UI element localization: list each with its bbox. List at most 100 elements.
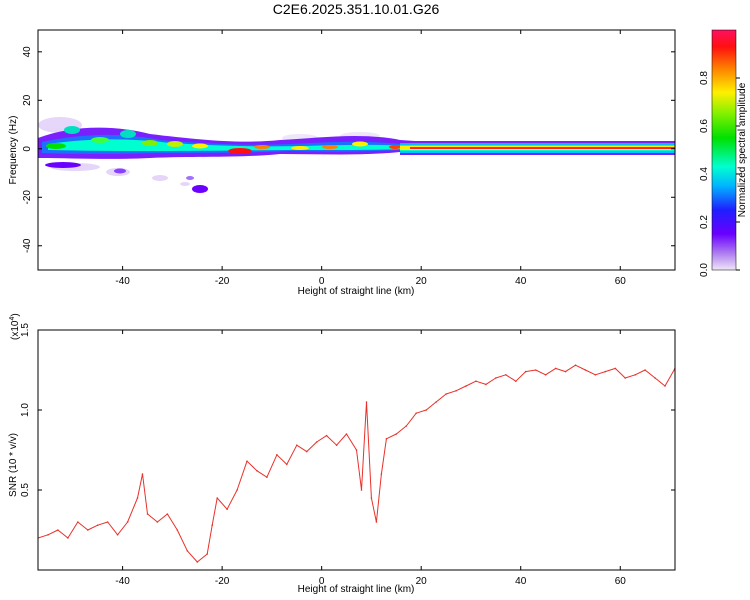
snr-data-point bbox=[644, 369, 646, 371]
snr-data-point bbox=[67, 537, 69, 539]
colorbar-tick-label: 0.4 bbox=[699, 167, 710, 181]
colorbar-tick-label: 0.2 bbox=[699, 215, 710, 229]
snr-data-point bbox=[286, 463, 288, 466]
snr-data-point bbox=[315, 441, 318, 443]
snr-data-point bbox=[296, 444, 298, 447]
snr-xtick-label: 60 bbox=[615, 576, 627, 587]
snr-data-point bbox=[360, 489, 363, 491]
snr-data-point bbox=[246, 460, 248, 463]
snr-scale-note-exp: 4 bbox=[9, 317, 16, 321]
snr-data-point bbox=[216, 497, 218, 499]
snr-data-point bbox=[574, 364, 577, 367]
snr-data-point bbox=[435, 401, 437, 403]
snr-data-point bbox=[136, 497, 139, 499]
snr-xtick-label: 40 bbox=[515, 576, 527, 587]
spectrogram-xtick-label: 0 bbox=[319, 276, 325, 287]
snr-data-point bbox=[355, 449, 358, 451]
snr-data-point bbox=[236, 489, 238, 491]
colorbar-tick-label: 0.6 bbox=[699, 119, 710, 133]
snr-data-point bbox=[465, 385, 467, 387]
snr-data-point bbox=[126, 521, 129, 523]
snr-data-point bbox=[534, 369, 537, 371]
snr-data-point bbox=[634, 374, 636, 376]
snr-ylabel: SNR (10 * v/v) bbox=[8, 433, 19, 497]
snr-xtick-label: 0 bbox=[319, 576, 325, 587]
snr-data-point bbox=[475, 380, 477, 383]
snr-data-point bbox=[425, 409, 428, 411]
spectrogram-xtick-label: 40 bbox=[515, 276, 527, 287]
spectrogram-ytick-label: -20 bbox=[22, 190, 33, 205]
snr-xtick-label: -20 bbox=[215, 576, 230, 587]
spectrogram-frame bbox=[37, 29, 676, 271]
snr-data-point bbox=[141, 473, 144, 475]
snr-data-point bbox=[584, 369, 587, 371]
snr-data-point bbox=[524, 370, 527, 373]
snr-xlabel: Height of straight line (km) bbox=[298, 584, 415, 595]
svg-text:(x104): (x104) bbox=[9, 313, 21, 340]
colorbar-ticks: 0.0 0.2 0.4 0.6 0.8 bbox=[699, 71, 740, 277]
snr-series bbox=[38, 364, 675, 563]
snr-data-point bbox=[96, 524, 99, 526]
snr-data-point bbox=[455, 390, 457, 392]
snr-xtick-label: -40 bbox=[115, 576, 130, 587]
colorbar: 0.0 0.2 0.4 0.6 0.8 Normalized spectral ampl… bbox=[699, 29, 748, 277]
spectrogram-ytick-label: 0 bbox=[22, 146, 33, 152]
colorbar-tick-label: 0.0 bbox=[699, 263, 710, 277]
snr-data-point bbox=[485, 383, 487, 386]
snr-data-point bbox=[544, 374, 547, 376]
snr-data-point bbox=[564, 370, 567, 373]
snr-data-point bbox=[47, 534, 49, 536]
snr-data-point bbox=[385, 438, 388, 440]
snr-ytick-label: 1.5 bbox=[20, 323, 31, 337]
snr-data-point bbox=[604, 370, 607, 373]
snr-data-point bbox=[370, 497, 373, 499]
snr-data-point bbox=[405, 425, 408, 427]
snr-data-point bbox=[87, 529, 89, 531]
snr-scale-note: (x104) bbox=[9, 313, 21, 340]
spectrogram-ytick-label: 40 bbox=[22, 46, 33, 58]
snr-data-point bbox=[256, 470, 258, 472]
snr-data-point bbox=[176, 529, 179, 531]
spectrogram-xlabel: Height of straight line (km) bbox=[298, 286, 415, 297]
snr-panel: -40 -20 0 20 40 60 0.5 1.0 1.5 Height of straigh… bbox=[8, 313, 676, 595]
spectrogram-tail bbox=[400, 141, 675, 155]
spectrogram-xtick-label: 60 bbox=[615, 276, 627, 287]
snr-data-point bbox=[495, 377, 497, 379]
snr-data-point bbox=[211, 524, 213, 526]
spectrogram-low-blobs bbox=[45, 162, 208, 193]
snr-data-point bbox=[554, 367, 557, 370]
spectrogram-xtick-label: 20 bbox=[416, 276, 428, 287]
snr-xtick-label: 20 bbox=[416, 576, 428, 587]
snr-scale-note-close: ) bbox=[10, 313, 21, 316]
snr-ytick-label: 1.0 bbox=[20, 403, 31, 417]
spectrogram-ytick-label: -40 bbox=[22, 238, 33, 253]
spectrogram-band bbox=[38, 126, 430, 159]
snr-data-point bbox=[325, 434, 328, 437]
main-title: C2E6.2025.351.10.01.G26 bbox=[273, 1, 440, 17]
spectrogram-xtick-label: -20 bbox=[215, 276, 230, 287]
snr-data-point bbox=[594, 374, 597, 376]
snr-data-point bbox=[57, 529, 59, 531]
spectrogram-ticks: -40 -20 0 20 40 60 -40 -20 0 20 40 bbox=[22, 30, 675, 287]
snr-data-point bbox=[276, 454, 278, 456]
spectrogram-field bbox=[38, 117, 675, 193]
snr-data-point bbox=[206, 553, 208, 555]
snr-data-point bbox=[515, 380, 517, 383]
snr-data-point bbox=[505, 374, 507, 376]
snr-data-point bbox=[266, 476, 268, 479]
colorbar-gradient bbox=[711, 29, 737, 271]
snr-data-point bbox=[156, 521, 159, 523]
snr-data-point bbox=[226, 508, 228, 511]
snr-data-point bbox=[365, 401, 368, 403]
snr-data-point bbox=[116, 534, 119, 536]
snr-data-point bbox=[380, 473, 383, 475]
snr-data-point bbox=[335, 444, 338, 447]
snr-ticks: -40 -20 0 20 40 60 0.5 1.0 1.5 bbox=[20, 323, 675, 587]
snr-ytick-label: 0.5 bbox=[20, 483, 31, 497]
snr-data-point bbox=[624, 377, 626, 379]
snr-data-point bbox=[664, 385, 666, 387]
snr-data-point bbox=[77, 521, 79, 523]
snr-data-point bbox=[146, 513, 149, 515]
snr-data-point bbox=[654, 377, 656, 379]
